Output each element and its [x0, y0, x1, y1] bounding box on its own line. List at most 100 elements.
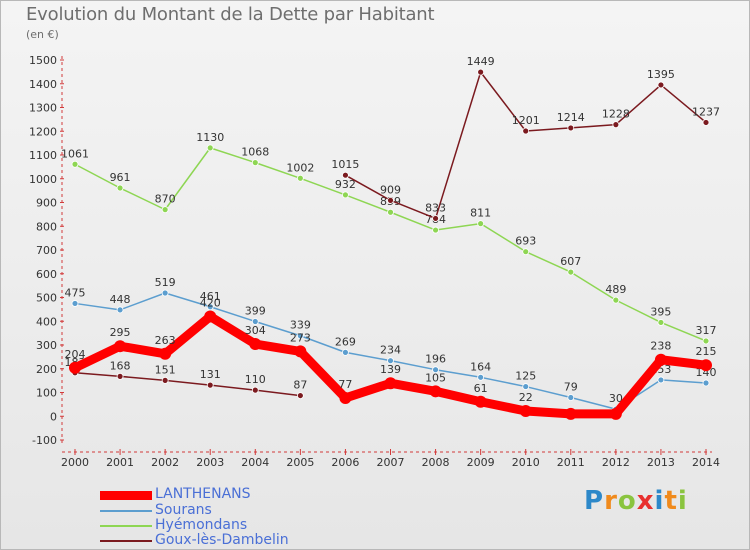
y-tick-label: 1100 [29, 149, 57, 162]
data-label-hyemondans: 932 [335, 178, 356, 191]
data-label-lanthenans: 61 [474, 382, 488, 395]
x-tick-label: 2005 [286, 456, 314, 469]
data-point-goux-les-dambelin [251, 386, 259, 394]
data-label-hyemondans: 489 [605, 283, 626, 296]
data-label-goux-les-dambelin: 1395 [647, 68, 675, 81]
data-label-goux-les-dambelin: 131 [200, 368, 221, 381]
data-label-hyemondans: 811 [470, 207, 491, 220]
data-point-lanthenans [159, 347, 172, 360]
data-label-hyemondans: 693 [515, 235, 536, 248]
data-point-sourans [522, 383, 530, 390]
y-tick-label: 200 [36, 363, 57, 376]
data-label-sourans: 399 [245, 304, 266, 317]
data-label-lanthenans: 139 [380, 363, 401, 376]
data-label-lanthenans: 77 [338, 378, 352, 391]
data-label-sourans: 30 [609, 392, 623, 405]
data-point-hyemondans [116, 184, 124, 192]
data-label-sourans: 125 [515, 370, 536, 383]
data-point-lanthenans [609, 407, 622, 420]
x-tick-label: 2004 [241, 456, 269, 469]
data-point-goux-les-dambelin [296, 392, 304, 399]
data-label-lanthenans: 420 [200, 297, 221, 310]
data-point-sourans [477, 373, 485, 381]
data-label-lanthenans: 295 [110, 326, 131, 339]
data-point-hyemondans [567, 268, 575, 276]
data-point-lanthenans [204, 310, 217, 323]
data-point-lanthenans [69, 361, 81, 374]
data-point-goux-les-dambelin [657, 81, 665, 89]
data-label-lanthenans: 263 [155, 334, 176, 347]
logo-letter: x [636, 486, 655, 516]
data-label-goux-les-dambelin: 1449 [467, 55, 495, 68]
x-tick-label: 2014 [692, 456, 720, 469]
data-point-sourans [116, 306, 124, 314]
data-label-goux-les-dambelin: 833 [425, 201, 446, 214]
x-tick-label: 2001 [106, 456, 134, 469]
data-point-hyemondans [251, 159, 259, 167]
data-point-sourans [702, 379, 710, 387]
data-label-sourans: 196 [425, 353, 446, 366]
data-label-sourans: 79 [564, 380, 578, 393]
logo-letter: P [584, 486, 605, 516]
data-label-goux-les-dambelin: 909 [380, 183, 401, 196]
legend-swatch-lanthenans [100, 491, 152, 500]
data-label-goux-les-dambelin: 1237 [692, 105, 720, 118]
y-tick-label: 300 [36, 339, 57, 352]
data-point-sourans [657, 376, 665, 384]
data-label-hyemondans: 395 [650, 305, 671, 318]
y-tick-label: 1000 [29, 173, 57, 186]
data-point-lanthenans [249, 338, 262, 351]
x-tick-label: 2008 [422, 456, 450, 469]
data-point-lanthenans [564, 407, 577, 420]
data-point-lanthenans [339, 391, 352, 404]
x-tick-label: 2009 [467, 456, 495, 469]
chart-title: Evolution du Montant de la Dette par Hab… [26, 4, 435, 25]
y-tick-label: 700 [36, 244, 57, 257]
data-point-goux-les-dambelin [522, 127, 530, 135]
data-label-hyemondans: 1130 [196, 131, 224, 144]
data-point-hyemondans [432, 226, 439, 234]
legend-label-hyemondans: Hyémondans [155, 517, 248, 533]
data-point-lanthenans [519, 405, 532, 418]
data-label-sourans: 461 [200, 290, 221, 303]
data-label-sourans: 140 [696, 366, 717, 379]
data-point-lanthenans [114, 340, 127, 353]
data-label-goux-les-dambelin: 110 [245, 373, 266, 386]
data-point-sourans [387, 357, 394, 365]
data-label-hyemondans: 607 [560, 255, 581, 268]
x-tick-label: 2010 [512, 456, 540, 469]
legend-swatch-goux-les-dambelin [100, 540, 152, 542]
legend-label-lanthenans: LANTHENANS [155, 486, 251, 502]
x-tick-label: 2012 [602, 456, 630, 469]
y-tick-label: 1400 [29, 78, 57, 91]
x-tick-label: 2007 [377, 456, 405, 469]
x-tick-label: 2006 [331, 456, 359, 469]
data-label-hyemondans: 1002 [286, 161, 314, 174]
logo-letter: t [664, 486, 678, 516]
data-point-hyemondans [71, 160, 79, 168]
legend-swatch-sourans [100, 510, 152, 512]
data-label-sourans: 448 [110, 293, 131, 306]
data-label-goux-les-dambelin: 1228 [602, 108, 630, 121]
data-point-goux-les-dambelin [387, 196, 394, 204]
data-label-sourans: 234 [380, 344, 401, 357]
data-point-sourans [206, 303, 214, 311]
data-point-sourans [251, 318, 259, 325]
data-point-sourans [296, 332, 304, 340]
data-point-goux-les-dambelin [161, 376, 169, 384]
data-point-hyemondans [612, 296, 620, 304]
logo-letter: o [617, 486, 637, 516]
logo-letter: r [604, 486, 618, 516]
data-point-sourans [567, 394, 575, 401]
data-point-hyemondans [702, 337, 710, 345]
data-point-goux-les-dambelin [206, 381, 214, 389]
y-tick-label: -100 [32, 434, 57, 447]
data-label-lanthenans: 22 [519, 391, 533, 404]
data-point-lanthenans [654, 353, 667, 366]
data-point-hyemondans [342, 191, 349, 199]
y-tick-label: 1300 [29, 102, 57, 115]
data-point-hyemondans [296, 174, 304, 182]
data-point-goux-les-dambelin [432, 215, 439, 222]
